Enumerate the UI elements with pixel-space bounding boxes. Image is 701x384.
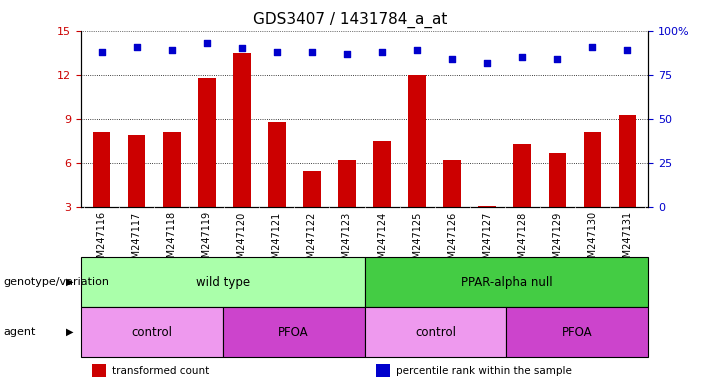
Bar	[268, 122, 286, 207]
Text: GSM247120: GSM247120	[237, 211, 247, 271]
Bar	[163, 132, 181, 207]
Text: PPAR-alpha null: PPAR-alpha null	[461, 276, 552, 289]
Point	[96, 49, 107, 55]
Text: wild type: wild type	[196, 276, 250, 289]
Point	[517, 54, 528, 60]
Text: GDS3407 / 1431784_a_at: GDS3407 / 1431784_a_at	[253, 12, 448, 28]
Bar	[444, 160, 461, 207]
Text: GSM247125: GSM247125	[412, 211, 422, 271]
Bar	[376, 364, 390, 377]
Text: ▶: ▶	[67, 277, 74, 287]
Point	[306, 49, 318, 55]
Text: GSM247128: GSM247128	[517, 211, 527, 271]
Text: GSM247131: GSM247131	[622, 211, 632, 270]
Point	[201, 40, 212, 46]
Bar	[223, 307, 365, 357]
Point	[376, 49, 388, 55]
Bar	[81, 257, 365, 307]
Text: GSM247129: GSM247129	[552, 211, 562, 271]
Point	[622, 47, 633, 53]
Bar	[339, 160, 356, 207]
Bar	[128, 135, 146, 207]
Text: GSM247124: GSM247124	[377, 211, 387, 271]
Bar	[409, 75, 426, 207]
Bar	[365, 307, 507, 357]
Point	[166, 47, 177, 53]
Bar	[478, 206, 496, 207]
Bar	[549, 153, 566, 207]
Text: genotype/variation: genotype/variation	[4, 277, 109, 287]
Point	[236, 45, 247, 51]
Bar	[514, 144, 531, 207]
Text: GSM247119: GSM247119	[202, 211, 212, 270]
Bar	[584, 132, 601, 207]
Bar	[198, 78, 216, 207]
Point	[411, 47, 423, 53]
Text: ▶: ▶	[67, 327, 74, 337]
Text: percentile rank within the sample: percentile rank within the sample	[396, 366, 571, 376]
Text: GSM247122: GSM247122	[307, 211, 317, 271]
Bar	[93, 132, 111, 207]
Text: control: control	[131, 326, 172, 339]
Point	[271, 49, 283, 55]
Text: GSM247118: GSM247118	[167, 211, 177, 270]
Bar	[92, 364, 106, 377]
Text: GSM247116: GSM247116	[97, 211, 107, 270]
Point	[587, 43, 598, 50]
Text: GSM247130: GSM247130	[587, 211, 597, 270]
Bar	[507, 307, 648, 357]
Text: GSM247126: GSM247126	[447, 211, 457, 271]
Point	[552, 56, 563, 62]
Point	[447, 56, 458, 62]
Text: PFOA: PFOA	[278, 326, 309, 339]
Text: GSM247127: GSM247127	[482, 211, 492, 271]
Text: transformed count: transformed count	[112, 366, 209, 376]
Text: GSM247121: GSM247121	[272, 211, 282, 271]
Bar	[81, 307, 223, 357]
Text: PFOA: PFOA	[562, 326, 593, 339]
Point	[341, 51, 353, 57]
Point	[482, 60, 493, 66]
Point	[131, 43, 142, 50]
Bar	[303, 170, 320, 207]
Text: agent: agent	[4, 327, 36, 337]
Bar	[374, 141, 391, 207]
Bar	[233, 53, 251, 207]
Text: control: control	[415, 326, 456, 339]
Text: GSM247123: GSM247123	[342, 211, 352, 271]
Bar	[619, 114, 637, 207]
Text: GSM247117: GSM247117	[132, 211, 142, 271]
Bar	[365, 257, 648, 307]
